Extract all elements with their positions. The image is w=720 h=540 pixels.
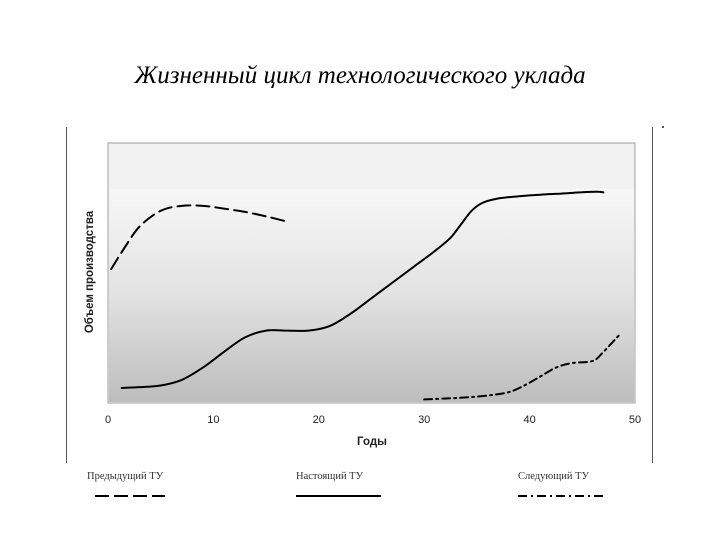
x-tick-label-20: 20 bbox=[313, 414, 325, 426]
frame-corner-mark bbox=[662, 126, 664, 128]
legend-swatch-next bbox=[518, 495, 606, 497]
legend-label-next: Следующий ТУ bbox=[518, 471, 589, 482]
series-current-line bbox=[120, 190, 605, 389]
chart-title: Жизненный цикл технологического уклада bbox=[134, 62, 586, 89]
x-tick-label-40: 40 bbox=[523, 414, 535, 426]
frame-right-border bbox=[652, 127, 653, 463]
series-next-line bbox=[423, 334, 621, 401]
legend-swatch-current bbox=[296, 495, 381, 497]
x-tick-label-0: 0 bbox=[105, 414, 111, 426]
legend-item-next: Следующий ТУ bbox=[518, 466, 608, 499]
x-tick-label-30: 30 bbox=[418, 414, 430, 426]
legend-label-current: Настоящий ТУ bbox=[296, 471, 364, 482]
legend-label-previous: Предыдущий ТУ bbox=[87, 471, 164, 482]
x-tick-label-10: 10 bbox=[207, 414, 219, 426]
legend-item-current: Настоящий ТУ bbox=[296, 466, 386, 499]
legend-item-previous: Предыдущий ТУ bbox=[87, 466, 167, 499]
series-layer bbox=[110, 190, 621, 401]
x-axis-label: Годы bbox=[357, 436, 387, 448]
x-tick-label-50: 50 bbox=[629, 414, 641, 426]
x-axis-ticks: 0 10 20 30 40 50 bbox=[105, 414, 641, 426]
frame-left-border bbox=[66, 127, 67, 463]
legend-swatch-previous bbox=[95, 495, 165, 497]
y-axis-label: Объем производства bbox=[84, 210, 96, 333]
plot-gradient-band bbox=[109, 189, 634, 402]
series-previous-line bbox=[110, 204, 289, 270]
